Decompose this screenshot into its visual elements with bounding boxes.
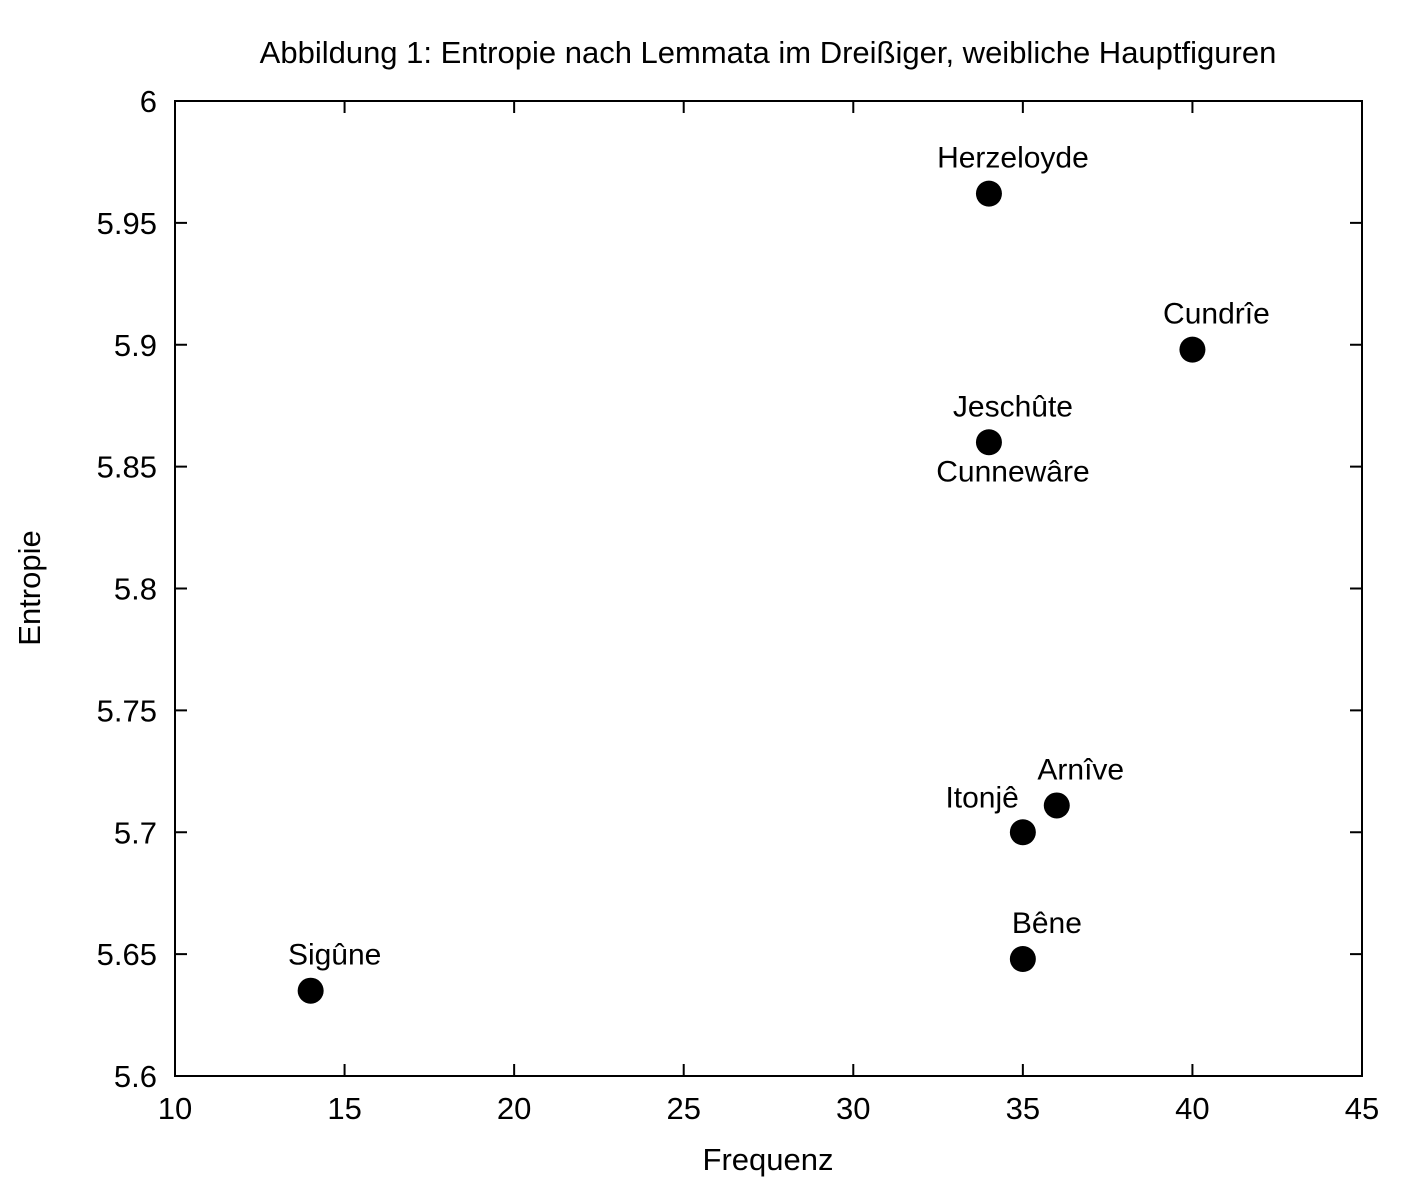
y-tick-label: 5.9 [114, 328, 157, 363]
point-label: Cundrîe [1163, 298, 1270, 331]
data-point [297, 977, 324, 1004]
data-point [1009, 819, 1036, 846]
points-layer [297, 180, 1206, 1004]
y-tick-label: 5.7 [114, 815, 157, 850]
x-tick-label: 25 [666, 1091, 700, 1126]
ticks-layer: 10 15 20 25 30 35 40 45 5.6 5.65 5.7 5.75 5.8 5.85 5.9… [97, 84, 1380, 1126]
x-axis-label: Frequenz [703, 1142, 834, 1177]
y-axis-label: Entropie [12, 530, 47, 645]
x-tick-label: 30 [836, 1091, 870, 1126]
point-label: Herzeloyde [937, 142, 1089, 175]
point-label: Jeschûte [953, 390, 1073, 423]
data-point [1179, 336, 1206, 363]
y-tick-label: 5.6 [114, 1059, 157, 1094]
data-point [1009, 946, 1036, 972]
y-tick-label: 5.65 [97, 937, 157, 972]
y-tick-label: 5.75 [97, 693, 157, 728]
x-tick-label: 35 [1006, 1091, 1040, 1126]
data-point [1043, 792, 1070, 819]
y-tick-label: 6 [140, 84, 157, 119]
y-tick-label: 5.95 [97, 206, 157, 241]
plot-frame [174, 100, 1363, 1077]
point-label: Itonjê [945, 781, 1018, 814]
y-tick-label: 5.85 [97, 450, 157, 485]
x-tick-label: 15 [327, 1091, 361, 1126]
x-tick-label: 40 [1175, 1091, 1209, 1126]
x-tick-label: 45 [1345, 1091, 1379, 1126]
labels-layer: Herzeloyde Cundrîe Jeschûte Cunnewâre Arnîve… [288, 142, 1270, 972]
point-label: Bêne [1012, 907, 1082, 940]
y-tick-label: 5.8 [114, 572, 157, 607]
data-point [975, 429, 1002, 456]
chart-title: Abbildung 1: Entropie nach Lemmata im Dr… [260, 35, 1277, 70]
point-label: Arnîve [1037, 753, 1124, 786]
x-tick-label: 20 [497, 1091, 531, 1126]
point-label: Cunnewâre [936, 455, 1089, 488]
data-point [975, 180, 1002, 207]
x-tick-label: 10 [158, 1091, 192, 1126]
point-label: Sigûne [288, 939, 381, 972]
